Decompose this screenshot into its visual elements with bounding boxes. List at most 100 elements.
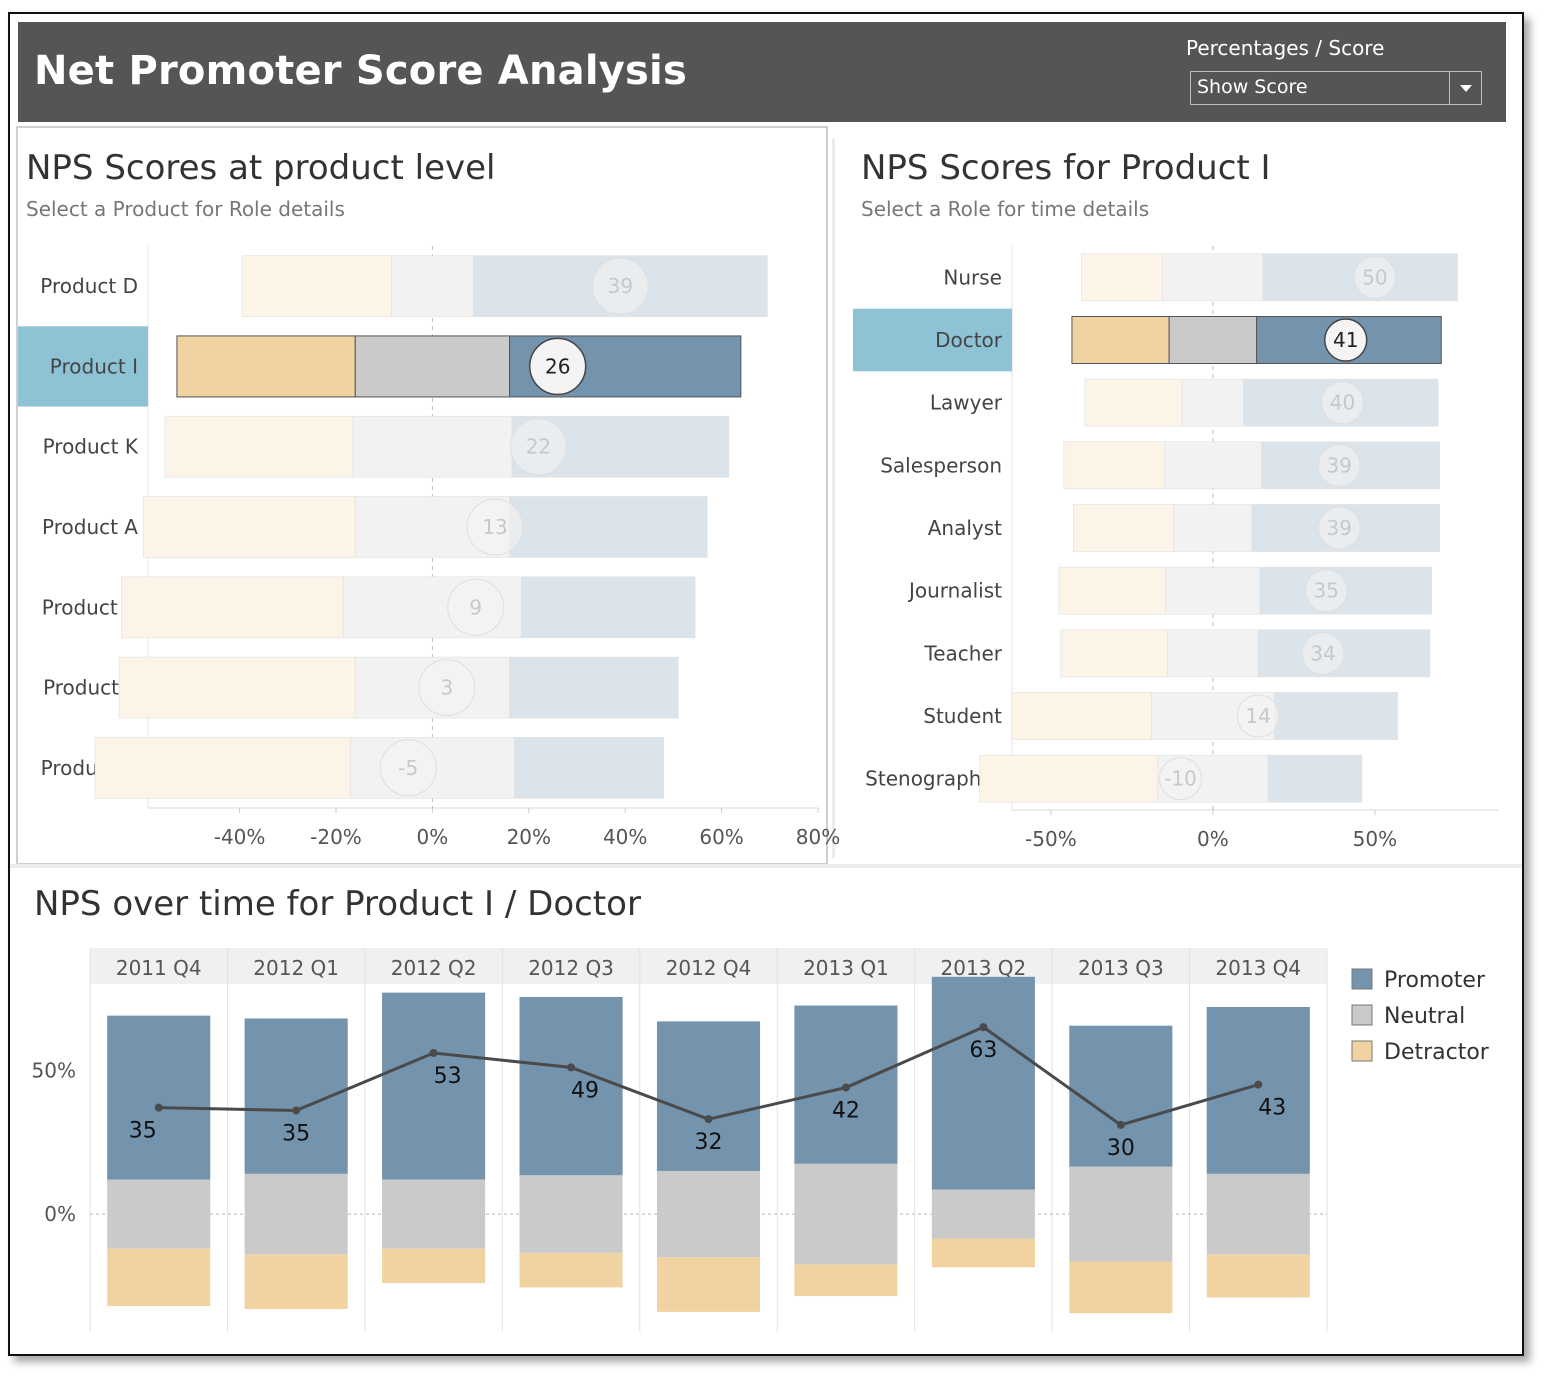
- promoter-bar[interactable]: [382, 992, 486, 1180]
- percentages-score-dropdown[interactable]: Show Score: [1190, 71, 1482, 105]
- promoter-bar[interactable]: [1069, 1025, 1173, 1167]
- detractor-bar[interactable]: [244, 1254, 348, 1309]
- promoter-bar[interactable]: [509, 496, 708, 558]
- neutral-bar[interactable]: [382, 1179, 486, 1249]
- detractor-bar[interactable]: [1073, 504, 1175, 552]
- detractor-bar[interactable]: [142, 496, 356, 558]
- quarter-2013-q1[interactable]: 2013 Q1: [794, 956, 898, 1297]
- x-tick-label: 0%: [417, 825, 449, 849]
- detractor-bar[interactable]: [1206, 1254, 1310, 1298]
- promoter-bar[interactable]: [931, 976, 1035, 1190]
- score-circle: [447, 578, 505, 636]
- score-label: 14: [1246, 704, 1271, 728]
- quarter-2012-q4[interactable]: 2012 Q4: [656, 956, 761, 1312]
- detractor-bar[interactable]: [176, 335, 356, 398]
- detractor-bar[interactable]: [1084, 378, 1183, 427]
- legend-item-detractor[interactable]: Detractor: [1351, 1040, 1490, 1065]
- neutral-bar[interactable]: [107, 1179, 211, 1249]
- quarter-2013-q4[interactable]: 2013 Q4: [1206, 956, 1310, 1298]
- row-product-a[interactable]: Product A 13: [42, 496, 708, 558]
- quarter-label: 2013 Q4: [1215, 956, 1301, 980]
- row-student[interactable]: Student 14: [923, 692, 1398, 740]
- charts-canvas: -40% -20% 0% 20% 40% 60% 80%Product D 39Product…: [18, 246, 1498, 1332]
- quarter-2011-q4[interactable]: 2011 Q4: [107, 956, 211, 1307]
- row-analyst[interactable]: Analyst 39: [928, 504, 1440, 552]
- detractor-bar[interactable]: [164, 415, 354, 478]
- detractor-bar[interactable]: [1071, 316, 1170, 364]
- neutral-bar[interactable]: [1181, 378, 1244, 427]
- neutral-bar[interactable]: [794, 1163, 898, 1265]
- legend-item-neutral[interactable]: Neutral: [1351, 1004, 1465, 1029]
- detractor-bar[interactable]: [241, 255, 392, 317]
- neutral-bar[interactable]: [931, 1189, 1035, 1239]
- neutral-bar[interactable]: [1206, 1173, 1310, 1255]
- detractor-bar[interactable]: [94, 737, 351, 799]
- neutral-bar[interactable]: [1162, 253, 1264, 302]
- category-label: Lawyer: [930, 391, 1003, 415]
- neutral-bar[interactable]: [519, 1175, 623, 1253]
- neutral-bar[interactable]: [1167, 629, 1259, 678]
- quarter-label: 2013 Q3: [1078, 956, 1164, 980]
- promoter-bar[interactable]: [509, 656, 679, 719]
- promoter-bar[interactable]: [1274, 692, 1398, 740]
- quarter-2013-q2[interactable]: 2013 Q2: [931, 956, 1035, 1268]
- score-circle: [466, 498, 524, 556]
- neutral-bar[interactable]: [354, 335, 511, 398]
- detractor-bar[interactable]: [794, 1264, 898, 1297]
- promoter-bar[interactable]: [107, 1015, 211, 1180]
- row-product-d[interactable]: Product D 39: [40, 255, 768, 317]
- score-label: 26: [545, 354, 570, 378]
- detractor-bar[interactable]: [118, 656, 356, 719]
- chevron-down-icon[interactable]: [1449, 72, 1481, 104]
- detractor-bar[interactable]: [1069, 1261, 1173, 1314]
- neutral-bar[interactable]: [1173, 504, 1253, 552]
- row-product-k[interactable]: Product K 22: [43, 415, 730, 478]
- dashboard-frame: Net Promoter Score Analysis Percentages …: [8, 12, 1524, 1356]
- detractor-bar[interactable]: [519, 1252, 623, 1288]
- promoter-bar[interactable]: [521, 576, 696, 639]
- neutral-bar[interactable]: [244, 1173, 348, 1255]
- row-teacher[interactable]: Teacher 34: [923, 629, 1431, 678]
- promoter-bar[interactable]: [1267, 754, 1363, 803]
- detractor-bar[interactable]: [1011, 692, 1152, 740]
- quarter-2013-q3[interactable]: 2013 Q3: [1069, 956, 1173, 1314]
- row-product-i[interactable]: Product I 26: [18, 326, 742, 407]
- detractor-bar[interactable]: [382, 1248, 486, 1284]
- promoter-bar[interactable]: [1206, 1007, 1310, 1174]
- detractor-bar[interactable]: [1060, 629, 1168, 678]
- detractor-bar[interactable]: [107, 1248, 211, 1307]
- promoter-bar[interactable]: [514, 737, 665, 799]
- detractor-bar[interactable]: [121, 576, 344, 639]
- promoter-bar[interactable]: [656, 1021, 761, 1171]
- detractor-bar[interactable]: [1058, 566, 1167, 615]
- quarter-2012-q2[interactable]: 2012 Q2: [382, 956, 486, 1284]
- neutral-bar[interactable]: [1168, 316, 1258, 364]
- neutral-bar[interactable]: [1165, 566, 1261, 615]
- detractor-bar[interactable]: [656, 1257, 761, 1312]
- score-label: 9: [469, 595, 482, 619]
- detractor-bar[interactable]: [931, 1238, 1035, 1268]
- legend-label: Neutral: [1384, 1004, 1465, 1029]
- neutral-bar[interactable]: [352, 415, 513, 478]
- legend-item-promoter[interactable]: Promoter: [1351, 968, 1486, 993]
- detractor-bar[interactable]: [1063, 441, 1165, 490]
- quarter-2012-q3[interactable]: 2012 Q3: [519, 956, 623, 1288]
- row-journalist[interactable]: Journalist 35: [907, 566, 1432, 615]
- row-stenographer[interactable]: Stenographer -10: [865, 754, 1363, 803]
- neutral-bar[interactable]: [656, 1170, 761, 1258]
- neutral-bar[interactable]: [391, 255, 474, 317]
- row-doctor[interactable]: Doctor 41: [853, 308, 1442, 372]
- row-nurse[interactable]: Nurse 50: [943, 253, 1458, 302]
- quarter-2012-q1[interactable]: 2012 Q1: [244, 956, 348, 1309]
- row-salesperson[interactable]: Salesperson 39: [880, 441, 1440, 490]
- detractor-bar[interactable]: [1081, 253, 1163, 302]
- neutral-bar[interactable]: [1163, 441, 1262, 490]
- quarter-label: 2011 Q4: [116, 956, 202, 980]
- detractor-bar[interactable]: [979, 754, 1159, 803]
- row-lawyer[interactable]: Lawyer 40: [930, 378, 1439, 427]
- promoter-bar[interactable]: [519, 996, 623, 1176]
- neutral-bar[interactable]: [1069, 1166, 1173, 1262]
- row-product-h[interactable]: Product H -5: [41, 737, 665, 799]
